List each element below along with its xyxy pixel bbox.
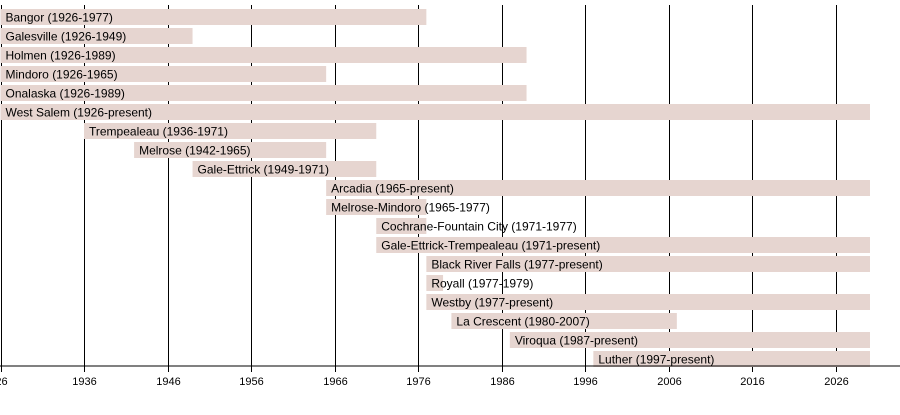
bar-label: West Salem (1926-present): [6, 106, 153, 120]
timeline-bar: [84, 123, 377, 139]
tick-label: 26: [0, 376, 8, 388]
bar-label: Bangor (1926-1977): [6, 11, 113, 25]
bar-label: Black River Falls (1977-present): [431, 258, 602, 272]
bar-label: Royall (1977-1979): [431, 277, 533, 291]
tick-label: 2026: [824, 376, 848, 388]
timeline-bar: [593, 351, 870, 367]
timeline-bar: [326, 199, 427, 215]
timeline-bar: [192, 161, 377, 177]
timeline-bar: [0, 47, 527, 63]
bar-label: Viroqua (1987-present): [515, 334, 638, 348]
bar-label: Melrose (1942-1965): [139, 144, 250, 158]
tick-label: 2016: [740, 376, 764, 388]
timeline-bar: [426, 294, 870, 310]
bar-label: La Crescent (1980-2007): [456, 315, 589, 329]
bar-label: Luther (1997-present): [598, 353, 714, 367]
bar-label: Gale-Ettrick (1949-1971): [198, 163, 329, 177]
timeline-bar: [451, 313, 677, 329]
bars: Bangor (1926-1977) Galesville (1926-1949)…: [0, 9, 870, 367]
timeline-bar: [0, 28, 193, 44]
timeline-bar: [376, 218, 427, 234]
timeline-bar: [134, 142, 327, 158]
tick-label: 1986: [490, 376, 514, 388]
timeline-bar: [0, 9, 427, 25]
bar-label: Galesville (1926-1949): [6, 30, 127, 44]
bar-label: Westby (1977-present): [431, 296, 553, 310]
bar-label: Arcadia (1965-present): [331, 182, 454, 196]
timeline-bar: [0, 66, 327, 82]
bar-label: Melrose-Mindoro (1965-1977): [331, 201, 490, 215]
timeline-bar: [509, 332, 870, 348]
timeline-bar: [376, 237, 870, 253]
timeline-bar: [426, 256, 870, 272]
bar-label: Trempealeau (1936-1971): [89, 125, 228, 139]
bar-label: Cochrane-Fountain City (1971-1977): [381, 220, 576, 234]
tick-label: 1966: [323, 376, 347, 388]
timeline-bar: [426, 275, 444, 291]
tick-label: 1956: [239, 376, 263, 388]
bar-label: Mindoro (1926-1965): [6, 68, 118, 82]
timeline-bar: [326, 180, 870, 196]
bar-label: Onalaska (1926-1989): [6, 87, 125, 101]
x-axis-ticks: 26 1936 1946 1956 1966 1976 1986 1996 2006 2016 20…: [0, 376, 849, 388]
bar-label: Gale-Ettrick-Trempealeau (1971-present): [381, 239, 600, 253]
tick-label: 1946: [156, 376, 180, 388]
timeline-bar: [0, 85, 527, 101]
bar-label: Holmen (1926-1989): [6, 49, 116, 63]
tick-label: 2006: [657, 376, 681, 388]
timeline-bar: [0, 104, 870, 120]
tick-label: 1976: [406, 376, 430, 388]
tick-label: 1936: [72, 376, 96, 388]
tick-label: 1996: [573, 376, 597, 388]
